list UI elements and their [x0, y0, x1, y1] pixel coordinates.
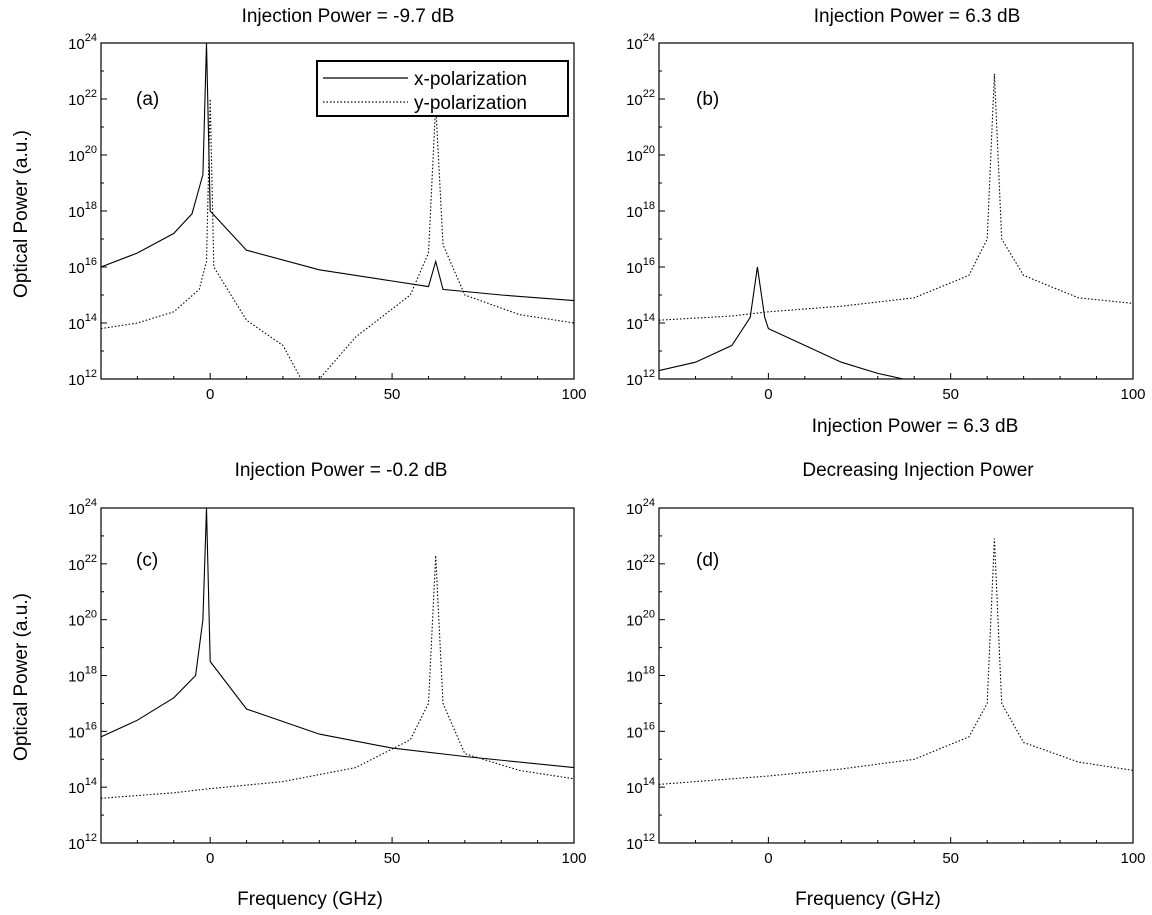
- panel-1: Injection Power = 6.3 dB (b) 1012 1014 1016 1…: [626, 6, 1145, 403]
- x-tick-label: 100: [561, 386, 586, 403]
- series-x-polarization-line: [101, 508, 574, 769]
- x-tick-label: 100: [1120, 386, 1145, 403]
- panel-title: Injection Power = -9.7 dB: [242, 6, 455, 27]
- panel-title: Injection Power = 6.3 dB: [814, 6, 1021, 27]
- y-tick-label: 1012: [626, 368, 655, 389]
- y-tick-label: 1020: [626, 609, 655, 630]
- panel-3: Decreasing Injection Power (d) 1012 1014 101…: [626, 460, 1145, 867]
- x-tick-label: 0: [764, 386, 772, 403]
- y-tick-label: 1022: [68, 88, 97, 109]
- y-tick-label: 1018: [68, 665, 97, 686]
- y-axis-label-bottom: Optical Power (a.u.): [11, 593, 32, 761]
- y-tick-label: 1016: [68, 720, 97, 741]
- y-tick-label: 1016: [68, 256, 97, 277]
- y-tick-label: 1016: [626, 720, 655, 741]
- panel-title: Injection Power = -0.2 dB: [235, 460, 448, 481]
- panel-letter: (c): [136, 550, 158, 571]
- series-y-polarization-line: [101, 555, 574, 799]
- extra-title: Injection Power = 6.3 dB: [812, 416, 1019, 437]
- y-tick-label: 1014: [626, 776, 655, 797]
- y-tick-label: 1020: [68, 144, 97, 165]
- x-tick-label: 0: [206, 386, 214, 403]
- x-tick-label: 0: [764, 850, 772, 867]
- y-tick-label: 1014: [68, 312, 97, 333]
- plot-frame: [658, 42, 1134, 380]
- y-tick-label: 1018: [626, 665, 655, 686]
- panels-layer: Injection Power = -9.7 dB (a) 1012 1014 1016…: [68, 6, 1145, 867]
- series-y-polarization-line: [101, 98, 574, 379]
- y-tick-label: 1012: [626, 832, 655, 853]
- x-axis-label-left: Frequency (GHz): [237, 889, 383, 910]
- y-tick-label: 1020: [68, 609, 97, 630]
- y-tick-label: 1022: [68, 553, 97, 574]
- series-y-polarization-line: [659, 73, 1133, 321]
- series-x-polarization-line: [659, 266, 904, 379]
- y-axis-label-top: Optical Power (a.u.): [11, 130, 32, 298]
- legend-label: x-polarization: [414, 69, 527, 90]
- panel-letter: (d): [696, 550, 719, 571]
- x-tick-label: 100: [561, 850, 586, 867]
- x-tick-label: 50: [384, 850, 401, 867]
- series-y-polarization-line: [659, 538, 1133, 785]
- x-axis-label-right: Frequency (GHz): [795, 889, 941, 910]
- x-tick-label: 50: [942, 850, 959, 867]
- y-tick-label: 1020: [626, 144, 655, 165]
- panel-title: Decreasing Injection Power: [802, 460, 1034, 481]
- series-x-polarization-line: [101, 43, 574, 302]
- panel-letter: (a): [136, 89, 159, 110]
- y-tick-label: 1012: [68, 368, 97, 389]
- x-tick-label: 0: [206, 850, 214, 867]
- y-tick-label: 1018: [68, 200, 97, 221]
- y-tick-label: 1024: [626, 497, 655, 518]
- y-tick-label: 1024: [626, 32, 655, 53]
- plot-frame: [658, 507, 1134, 844]
- panel-2: Injection Power = -0.2 dB (c) 1012 1014 1016…: [68, 460, 586, 867]
- y-tick-label: 1014: [626, 312, 655, 333]
- y-tick-label: 1018: [626, 200, 655, 221]
- x-tick-label: 50: [384, 386, 401, 403]
- y-tick-label: 1022: [626, 88, 655, 109]
- x-tick-label: 50: [942, 386, 959, 403]
- y-tick-label: 1024: [68, 497, 97, 518]
- y-tick-label: 1014: [68, 776, 97, 797]
- legend: x-polarization y-polarization: [316, 60, 569, 117]
- legend-label: y-polarization: [414, 93, 527, 114]
- y-tick-label: 1016: [626, 256, 655, 277]
- y-tick-label: 1022: [626, 553, 655, 574]
- legend-box: [316, 60, 569, 117]
- panel-letter: (b): [696, 89, 719, 110]
- panel-0: Injection Power = -9.7 dB (a) 1012 1014 1016…: [68, 6, 586, 403]
- y-tick-label: 1024: [68, 32, 97, 53]
- y-tick-label: 1012: [68, 832, 97, 853]
- x-tick-label: 100: [1120, 850, 1145, 867]
